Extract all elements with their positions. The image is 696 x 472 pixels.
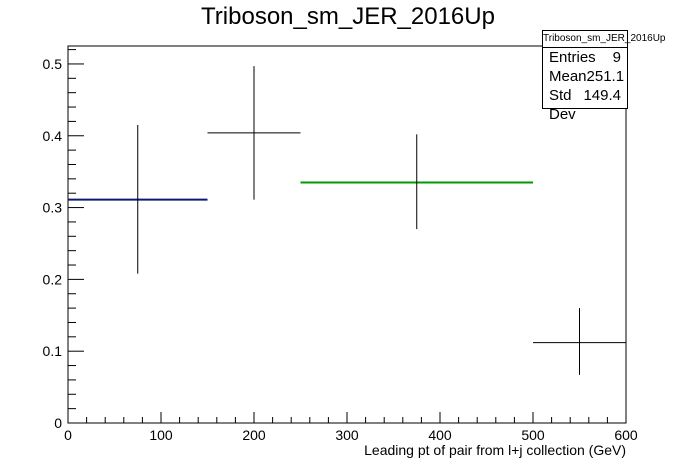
- x-tick-label: 0: [64, 427, 72, 443]
- stats-row-mean: Mean 251.1: [543, 67, 627, 86]
- x-tick-label: 400: [428, 427, 452, 443]
- chart-title: Triboson_sm_JER_2016Up: [201, 3, 495, 30]
- stats-box: Triboson_sm_JER_2016Up Entries 9 Mean 25…: [542, 30, 665, 123]
- y-tick-label: 0: [54, 415, 62, 431]
- x-tick-label: 500: [521, 427, 545, 443]
- y-tick-label: 0.3: [43, 200, 63, 216]
- x-axis-label: Leading pt of pair from l+j collection (…: [364, 442, 626, 458]
- x-tick-label: 200: [242, 427, 266, 443]
- x-tick-label: 300: [335, 427, 359, 443]
- stats-value: 9: [612, 49, 621, 66]
- stats-row-entries: Entries 9: [543, 48, 627, 67]
- stats-row-stddev: Std Dev 149.4: [543, 86, 627, 124]
- y-tick-label: 0.4: [43, 128, 63, 144]
- stats-value: 251.1: [586, 68, 625, 85]
- x-tick-label: 100: [149, 427, 173, 443]
- stats-box-title: Triboson_sm_JER_2016Up: [543, 31, 665, 48]
- stats-label: Mean: [549, 68, 587, 85]
- x-tick-label: 600: [614, 427, 638, 443]
- stats-label: Entries: [549, 49, 596, 66]
- y-tick-label: 0.2: [43, 271, 63, 287]
- axes: 0 100 200 300 400 500 600 0 0.1 0.2 0.3 0.4 0.5: [43, 49, 638, 443]
- data-marks: [68, 66, 626, 375]
- y-tick-label: 0.1: [43, 343, 63, 359]
- stats-label: Std Dev: [549, 87, 576, 123]
- stats-value: 149.4: [583, 87, 621, 104]
- y-tick-label: 0.5: [43, 56, 63, 72]
